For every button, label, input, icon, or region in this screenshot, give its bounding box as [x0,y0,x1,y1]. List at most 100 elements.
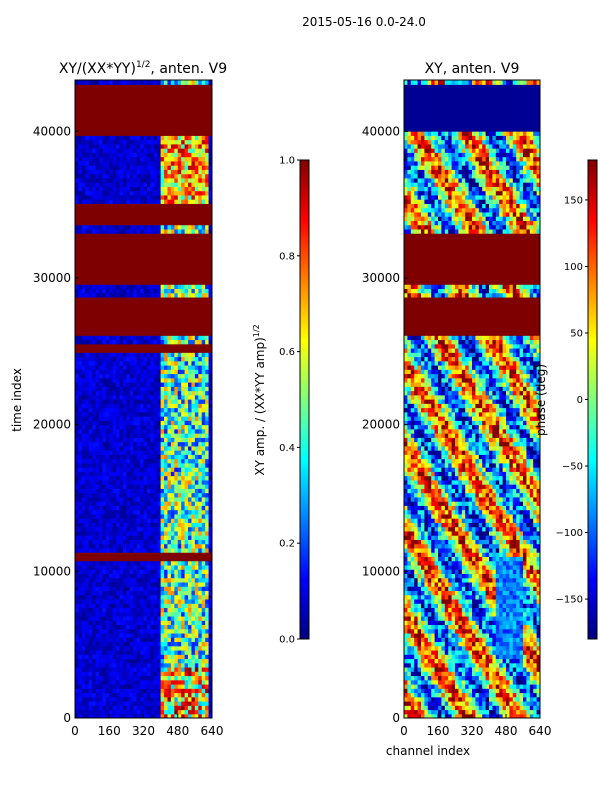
amplitude-cell [78,237,82,242]
amplitude-cell [102,539,106,544]
amplitude-cell [82,501,86,506]
amplitude-cell [150,633,154,638]
amplitude-cell [133,616,137,621]
amplitude-cell [116,527,120,532]
amplitude-cell [123,548,127,553]
amplitude-cell [150,293,154,298]
amplitude-cell [157,348,161,353]
amplitude-cell [188,301,192,306]
amplitude-cell [144,697,148,702]
amplitude-cell [78,437,82,442]
amplitude-cell [85,480,89,485]
amplitude-cell [195,637,199,642]
amplitude-cell [126,692,130,697]
amplitude-cell [181,263,185,268]
amplitude-cell [99,237,103,242]
amplitude-cell [178,378,182,383]
amplitude-cell [178,280,182,285]
amplitude-cell [185,684,189,689]
amplitude-cell [78,233,82,238]
amplitude-cell [130,476,134,481]
amplitude-cell [144,390,148,395]
amplitude-cell [126,607,130,612]
amplitude-cell [82,395,86,400]
amplitude-cell [130,293,134,298]
amplitude-cell [157,514,161,519]
amplitude-cell [198,386,202,391]
amplitude-cell [171,314,175,319]
amplitude-cell [113,284,117,289]
amplitude-cell [116,322,120,327]
amplitude-cell [85,633,89,638]
amplitude-cell [140,412,144,417]
amplitude-cell [164,501,168,506]
amplitude-cell [198,254,202,259]
amplitude-cell [123,522,127,527]
amplitude-cell [89,552,93,557]
amplitude-cell [202,518,206,523]
amplitude-cell [167,390,171,395]
amplitude-cell [116,335,120,340]
amplitude-cell [109,348,113,353]
amplitude-cell [106,331,110,336]
amplitude-cell [164,510,168,515]
amplitude-cell [78,476,82,481]
amplitude-cell [191,671,195,676]
amplitude-cell [195,675,199,680]
amplitude-cell [167,641,171,646]
amplitude-cell [164,335,168,340]
amplitude-cell [195,327,199,332]
amplitude-cell [123,403,127,408]
amplitude-cell [147,705,151,710]
amplitude-cell [89,229,93,234]
amplitude-cell [198,578,202,583]
amplitude-cell [109,442,113,447]
amplitude-cell [164,595,168,600]
amplitude-cell [174,552,178,557]
amplitude-cell [154,395,158,400]
amplitude-cell [191,705,195,710]
amplitude-cell [188,246,192,251]
amplitude-cell [106,237,110,242]
figure-suptitle: 2015-05-16 0.0-24.0 [302,15,426,29]
amplitude-cell [85,271,89,276]
amplitude-cell [92,425,96,430]
amplitude-cell [195,471,199,476]
amplitude-cell [96,220,100,225]
amplitude-cell [78,361,82,366]
amplitude-cell [120,531,124,536]
amplitude-cell [113,578,117,583]
amplitude-cell [198,497,202,502]
amplitude-cell [113,416,117,421]
amplitude-cell [164,624,168,629]
amplitude-cell [109,361,113,366]
amplitude-cell [144,386,148,391]
amplitude-cell [205,552,209,557]
amplitude-cell [99,314,103,319]
amplitude-cell [92,497,96,502]
amplitude-cell [164,641,168,646]
amplitude-cell [150,203,154,208]
amplitude-cell [106,518,110,523]
amplitude-cell [164,382,168,387]
amplitude-cell [181,684,185,689]
amplitude-cell [106,514,110,519]
amplitude-cell [167,208,171,213]
amplitude-cell [188,395,192,400]
amplitude-cell [144,471,148,476]
amplitude-cell [150,595,154,600]
amplitude-cell [181,459,185,464]
amplitude-cell [167,254,171,259]
amplitude-cell [164,322,168,327]
amplitude-cell [171,582,175,587]
amplitude-cell [113,225,117,230]
amplitude-cell [205,386,209,391]
amplitude-cell [85,641,89,646]
amplitude-cell [109,276,113,281]
amplitude-cell [126,420,130,425]
amplitude-cell [126,484,130,489]
amplitude-cell [92,208,96,213]
amplitude-cell [99,416,103,421]
amplitude-cell [154,616,158,621]
amplitude-cell [195,476,199,481]
